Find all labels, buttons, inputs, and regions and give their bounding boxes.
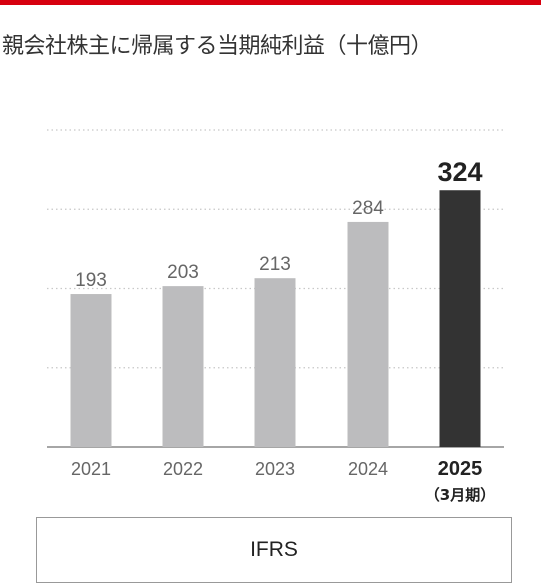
top-accent-bar [0,0,541,5]
chart-title: 親会社株主に帰属する当期純利益（十億円） [2,34,433,59]
value-label-2024: 284 [352,198,384,219]
category-label-2023: 2023 [255,459,295,479]
bar-2022 [162,286,204,447]
bar-2025 [439,190,481,448]
fiscal-year-note: （3月期） [425,486,495,504]
category-label-2022: 2022 [163,459,203,479]
accounting-basis-box: IFRS [36,517,512,583]
value-label-2025: 324 [437,157,482,187]
value-labels: 193 203 213 284 324 [75,157,482,291]
category-labels: 2021 2022 2023 2024 2025 （3月期） [71,458,495,504]
value-label-2022: 203 [167,262,199,283]
bar-chart: 193 203 213 284 324 2021 2022 2023 2024 2025 （3月期… [47,129,504,504]
accounting-basis-label: IFRS [250,538,298,561]
bars [70,190,481,448]
category-label-2021: 2021 [71,459,111,479]
category-label-2024: 2024 [348,459,388,479]
bar-2021 [70,294,112,447]
value-label-2021: 193 [75,270,107,291]
bar-2023 [254,278,296,447]
bar-2024 [347,221,389,447]
value-label-2023: 213 [259,254,291,275]
category-label-2025: 2025 [438,458,483,480]
